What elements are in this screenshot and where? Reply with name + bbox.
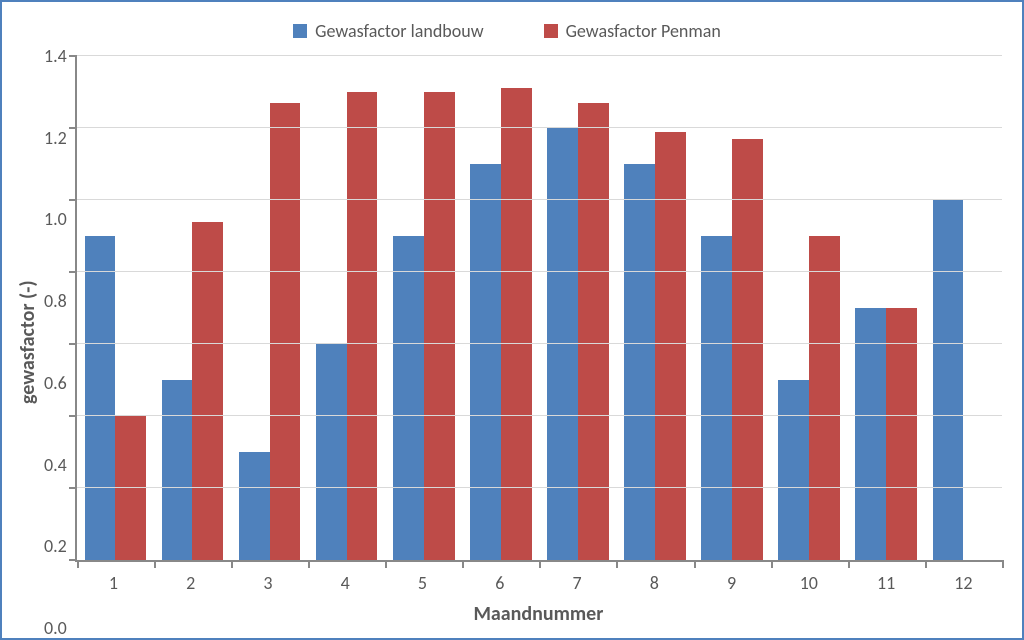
chart-frame: Gewasfactor landbouw Gewasfactor Penman … [0, 0, 1024, 640]
x-tick-label: 10 [770, 572, 847, 594]
legend-label-penman: Gewasfactor Penman [566, 20, 721, 42]
bar [270, 103, 301, 560]
x-tick-label: 3 [229, 572, 306, 594]
gridline [77, 271, 1002, 272]
plot-column: 123456789101112 Maandnummer [75, 56, 1002, 628]
x-tick-mark [385, 560, 387, 568]
bar-group [308, 56, 385, 560]
bar-group [848, 56, 925, 560]
legend: Gewasfactor landbouw Gewasfactor Penman [12, 12, 1002, 56]
legend-swatch-penman [544, 24, 558, 38]
chart-body: gewasfactor (-) 1.41.21.00.80.60.40.20.0… [12, 56, 1002, 628]
y-tick-mark [69, 55, 77, 57]
bar [855, 308, 886, 560]
gridline [77, 487, 1002, 488]
plot-area [75, 56, 1002, 562]
x-tick-mark [771, 560, 773, 568]
bar-group [231, 56, 308, 560]
x-tick-mark [231, 560, 233, 568]
gridline [77, 127, 1002, 128]
bar [115, 416, 146, 560]
y-tick-mark [69, 559, 77, 561]
x-axis-labels: 123456789101112 [75, 562, 1002, 594]
x-tick-mark [694, 560, 696, 568]
bar-group [462, 56, 539, 560]
x-tick-mark [925, 560, 927, 568]
y-tick-mark [69, 487, 77, 489]
bar [316, 344, 347, 560]
x-tick-label: 7 [538, 572, 615, 594]
bar [809, 236, 840, 560]
bar-group [694, 56, 771, 560]
x-tick-mark [77, 560, 79, 568]
y-tick-mark [69, 271, 77, 273]
y-axis-labels: 1.41.21.00.80.60.40.20.0 [44, 56, 75, 628]
gridline [77, 415, 1002, 416]
x-tick-mark [154, 560, 156, 568]
y-tick-mark [69, 199, 77, 201]
gridline [77, 55, 1002, 56]
x-tick-label: 6 [461, 572, 538, 594]
bar [192, 222, 223, 560]
gridline [77, 199, 1002, 200]
bar [470, 164, 501, 560]
bars-layer [77, 56, 1002, 560]
bar [578, 103, 609, 560]
x-tick-label: 11 [847, 572, 924, 594]
x-tick-mark [1002, 560, 1004, 568]
x-tick-mark [308, 560, 310, 568]
y-tick-mark [69, 343, 77, 345]
x-tick-label: 4 [307, 572, 384, 594]
legend-item-penman: Gewasfactor Penman [544, 20, 721, 42]
bar-group [385, 56, 462, 560]
x-tick-label: 2 [152, 572, 229, 594]
bar-group [539, 56, 616, 560]
bar [424, 92, 455, 560]
x-tick-label: 5 [384, 572, 461, 594]
y-tick-mark [69, 127, 77, 129]
x-tick-label: 8 [616, 572, 693, 594]
bar [732, 139, 763, 560]
bar [624, 164, 655, 560]
x-tick-mark [539, 560, 541, 568]
x-tick-label: 9 [693, 572, 770, 594]
x-tick-mark [616, 560, 618, 568]
y-tick-mark [69, 415, 77, 417]
y-axis-title: gewasfactor (-) [12, 56, 44, 628]
x-axis-title: Maandnummer [75, 594, 1002, 628]
bar-group [616, 56, 693, 560]
bar [501, 88, 532, 560]
legend-swatch-landbouw [293, 24, 307, 38]
bar [162, 380, 193, 560]
legend-label-landbouw: Gewasfactor landbouw [315, 20, 483, 42]
x-tick-label: 1 [75, 572, 152, 594]
bar [701, 236, 732, 560]
bar-group [77, 56, 154, 560]
bar [393, 236, 424, 560]
bar [886, 308, 917, 560]
bar [85, 236, 116, 560]
bar [239, 452, 270, 560]
gridline [77, 343, 1002, 344]
bar [933, 200, 964, 560]
x-tick-mark [848, 560, 850, 568]
bar [655, 132, 686, 560]
x-tick-label: 12 [925, 572, 1002, 594]
bar-group [154, 56, 231, 560]
bar [347, 92, 378, 560]
bar [778, 380, 809, 560]
x-tick-mark [462, 560, 464, 568]
bar [547, 128, 578, 560]
bar-group [771, 56, 848, 560]
legend-item-landbouw: Gewasfactor landbouw [293, 20, 483, 42]
bar-group [925, 56, 1002, 560]
